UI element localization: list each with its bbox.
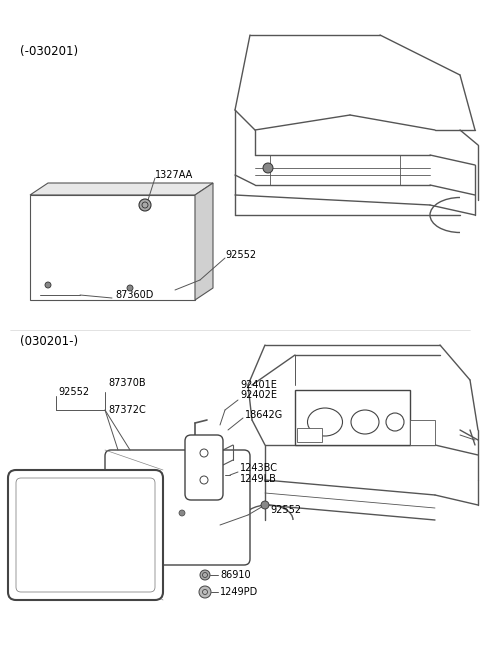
Circle shape (45, 282, 51, 288)
Text: 87370B: 87370B (108, 378, 145, 388)
Text: 87372C: 87372C (108, 405, 146, 415)
FancyBboxPatch shape (16, 478, 155, 592)
Circle shape (200, 570, 210, 580)
Text: 92402E: 92402E (240, 390, 277, 400)
FancyBboxPatch shape (185, 435, 223, 500)
Text: (030201-): (030201-) (20, 335, 78, 348)
Text: 92552: 92552 (58, 387, 89, 397)
Circle shape (199, 586, 211, 598)
Polygon shape (195, 183, 213, 300)
Text: 86910: 86910 (220, 570, 251, 580)
Bar (295, 390, 410, 445)
Text: 1249LB: 1249LB (240, 474, 277, 484)
Text: 18642G: 18642G (245, 410, 283, 420)
Text: 1249PD: 1249PD (220, 587, 258, 597)
FancyBboxPatch shape (105, 450, 250, 565)
Bar (297, 428, 322, 442)
Text: 92552: 92552 (225, 250, 256, 260)
Text: 92401E: 92401E (240, 380, 277, 390)
Text: 1243BC: 1243BC (240, 463, 278, 473)
Circle shape (139, 199, 151, 211)
Circle shape (261, 501, 269, 509)
Circle shape (127, 285, 133, 291)
Polygon shape (30, 195, 195, 300)
Circle shape (179, 510, 185, 516)
Text: 1327AA: 1327AA (155, 170, 193, 180)
Bar (410, 420, 435, 445)
Text: 87360D: 87360D (115, 290, 154, 300)
Text: (-030201): (-030201) (20, 45, 78, 58)
Text: 92552: 92552 (270, 505, 301, 515)
FancyBboxPatch shape (8, 470, 163, 600)
Circle shape (263, 163, 273, 173)
Polygon shape (30, 183, 213, 195)
